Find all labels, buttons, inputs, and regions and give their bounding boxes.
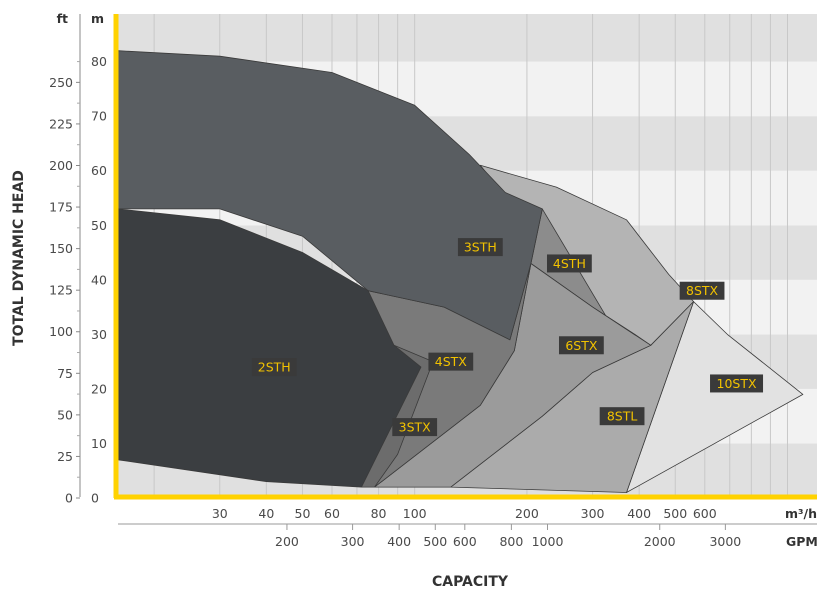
m-tick-label: 30: [91, 327, 107, 342]
m3h-tick-label: 40: [258, 506, 274, 521]
m3h-tick-label: 50: [295, 506, 311, 521]
region-label-text: 3STH: [464, 240, 497, 255]
label-box: [599, 407, 645, 426]
ft-tick-label: 150: [49, 241, 73, 256]
label-box: [251, 358, 297, 377]
m-unit-label: m: [91, 11, 104, 26]
ft-unit-label: ft: [57, 11, 68, 26]
label-box: [679, 281, 725, 300]
m-tick-label: 10: [91, 436, 107, 451]
m3h-tick-label: 300: [581, 506, 605, 521]
m-tick-label: 80: [91, 54, 107, 69]
gpm-tick-label: 2000: [644, 534, 676, 549]
x-axis-title: CAPACITY: [432, 574, 509, 590]
m-tick-label: 70: [91, 109, 107, 124]
label-box: [546, 254, 592, 273]
label-6stx: 6STX: [558, 336, 604, 355]
gpm-tick-label: 1000: [532, 534, 564, 549]
m-tick-label: 60: [91, 163, 107, 178]
band: [118, 14, 817, 62]
ft-tick-label: 0: [65, 491, 73, 506]
ft-tick-label: 125: [49, 283, 73, 298]
gpm-tick-label: 500: [423, 534, 447, 549]
gpm-tick-label: 200: [275, 534, 299, 549]
label-4stx: 4STX: [428, 352, 474, 371]
gpm-unit-label: GPM: [786, 534, 817, 549]
m3h-tick-label: 400: [627, 506, 651, 521]
ft-tick-label: 250: [49, 75, 73, 90]
gpm-tick-label: 600: [453, 534, 477, 549]
gpm-tick-label: 300: [341, 534, 365, 549]
region-label-text: 6STX: [565, 338, 598, 353]
gpm-tick-label: 400: [387, 534, 411, 549]
label-2sth: 2STH: [251, 358, 297, 377]
m3h-unit-label: m³/h: [785, 506, 817, 521]
axes: 0 25 50 75 100 125 150 175 200 225 250 0 10 20 30 40 50 6…: [49, 14, 817, 549]
label-3sth: 3STH: [457, 238, 503, 257]
gpm-tick-label: 800: [499, 534, 523, 549]
ft-tick-label: 100: [49, 324, 73, 339]
m3h-tick-label: 60: [324, 506, 340, 521]
region-label-text: 3STX: [399, 420, 432, 435]
m-tick-label: 40: [91, 272, 107, 287]
label-box: [457, 238, 503, 257]
label-box: [392, 418, 438, 437]
ft-tick-label: 50: [57, 407, 73, 422]
label-box: [710, 374, 764, 393]
region-label-text: 4STH: [553, 256, 586, 271]
label-8stx: 8STX: [679, 281, 725, 300]
pump-region-labels: 10STX 8STX 8STL 4STH 6STX 4STX 3STX 3STH 2STH: [251, 238, 764, 437]
ft-tick-label: 75: [57, 366, 73, 381]
label-box: [428, 352, 474, 371]
label-4sth: 4STH: [546, 254, 592, 273]
label-10stx: 10STX: [710, 374, 764, 393]
m3h-tick-label: 600: [693, 506, 717, 521]
gpm-tick-label: 3000: [709, 534, 741, 549]
m-tick-label: 50: [91, 218, 107, 233]
m3h-tick-label: 30: [212, 506, 228, 521]
ft-tick-label: 200: [49, 158, 73, 173]
m3h-tick-label: 200: [515, 506, 539, 521]
m3h-tick-label: 80: [371, 506, 387, 521]
region-3sth: [117, 50, 543, 341]
m-tick-label: 0: [91, 491, 99, 506]
m-tick-label: 20: [91, 381, 107, 396]
y-axis-title: TOTAL DYNAMIC HEAD: [11, 170, 27, 346]
region-label-text: 4STX: [435, 354, 468, 369]
label-box: [558, 336, 604, 355]
label-3stx: 3STX: [392, 418, 438, 437]
region-label-text: 10STX: [717, 376, 757, 391]
region-2sth: [117, 208, 422, 488]
m3h-tick-label: 500: [663, 506, 687, 521]
label-8stl: 8STL: [599, 407, 645, 426]
m3h-tick-label: 100: [403, 506, 427, 521]
region-label-text: 8STL: [607, 409, 638, 424]
region-label-text: 8STX: [686, 283, 719, 298]
ft-tick-label: 175: [49, 200, 73, 215]
ft-tick-label: 225: [49, 116, 73, 131]
region-label-text: 2STH: [258, 360, 291, 375]
ft-tick-label: 25: [57, 449, 73, 464]
